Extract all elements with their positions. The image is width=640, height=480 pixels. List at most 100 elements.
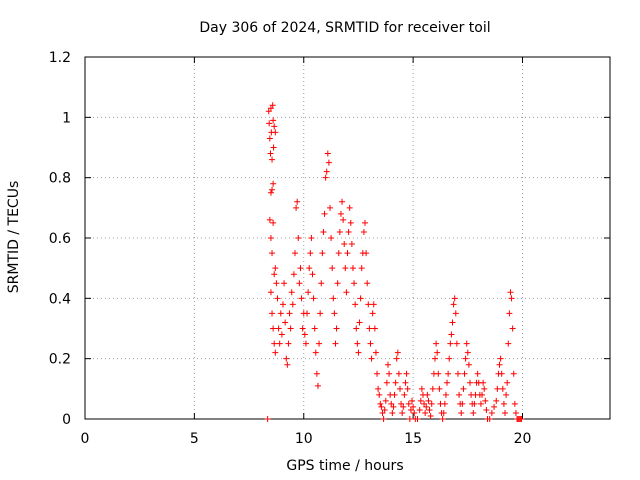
data-point — [390, 403, 397, 410]
data-point — [488, 409, 495, 416]
x-tick-label: 15 — [404, 431, 422, 447]
data-point — [269, 310, 276, 317]
x-tick-label: 5 — [190, 431, 199, 447]
data-point — [269, 250, 276, 257]
data-point — [465, 361, 472, 368]
data-point — [494, 385, 501, 392]
data-point — [446, 355, 453, 362]
grid-layer — [85, 57, 610, 419]
data-point — [282, 319, 289, 326]
x-tick-label: 0 — [81, 431, 90, 447]
data-point — [395, 370, 402, 377]
data-point — [332, 340, 339, 347]
data-point — [362, 219, 368, 226]
data-point — [311, 325, 318, 332]
data-point — [429, 385, 436, 392]
data-point — [389, 409, 396, 416]
data-point — [273, 280, 280, 287]
data-point — [491, 403, 498, 410]
data-point — [388, 400, 395, 407]
data-point — [453, 340, 460, 347]
data-point — [297, 265, 304, 272]
data-point — [333, 325, 340, 332]
data-point — [348, 241, 355, 248]
data-point — [493, 397, 500, 404]
data-point — [302, 340, 309, 347]
data-point — [374, 370, 381, 377]
data-point — [404, 385, 411, 392]
data-point — [459, 400, 466, 407]
data-point — [346, 204, 353, 211]
data-point — [340, 216, 347, 223]
data-point — [270, 144, 277, 151]
y-tick-label: 0.2 — [49, 352, 71, 368]
data-point — [378, 403, 385, 410]
data-point — [352, 301, 359, 308]
data-point — [283, 355, 290, 362]
data-point — [285, 340, 292, 347]
y-axis-label: SRMTID / TECUs — [6, 181, 22, 294]
data-point — [416, 406, 423, 413]
data-point — [503, 391, 510, 398]
data-point — [264, 416, 271, 422]
data-point — [511, 400, 518, 407]
data-point — [312, 349, 319, 356]
data-point — [270, 325, 277, 332]
data-point — [327, 204, 333, 211]
y-tick-label: 0.4 — [49, 291, 71, 307]
data-point — [294, 198, 301, 205]
data-point — [369, 310, 376, 317]
ticks-layer — [84, 56, 610, 420]
data-point — [276, 340, 283, 347]
data-point — [477, 400, 484, 407]
data-point — [445, 370, 452, 377]
data-point — [405, 400, 412, 407]
data-point — [301, 331, 308, 338]
data-point — [345, 228, 352, 235]
data-point — [331, 310, 338, 317]
data-point — [499, 385, 506, 392]
data-point — [363, 250, 370, 257]
data-point — [424, 391, 431, 398]
data-point — [343, 289, 350, 296]
data-point — [358, 265, 365, 272]
data-point — [354, 340, 361, 347]
data-point — [322, 174, 329, 181]
data-point — [500, 400, 507, 407]
data-point — [266, 135, 273, 142]
data-point — [275, 325, 282, 332]
data-point — [427, 412, 434, 419]
data-point — [386, 370, 393, 377]
data-point — [336, 228, 343, 235]
data-point — [450, 301, 457, 308]
data-point — [497, 355, 504, 362]
data-point — [287, 325, 294, 332]
data-point — [510, 370, 517, 377]
data-point — [344, 250, 351, 257]
data-point — [270, 117, 277, 124]
data-point — [461, 370, 468, 377]
data-point — [272, 349, 279, 356]
data-point — [426, 406, 433, 413]
data-point — [391, 391, 398, 398]
data-point — [454, 370, 461, 377]
data-point — [366, 325, 373, 332]
y-tick-label: 1.2 — [49, 50, 71, 66]
data-point — [464, 349, 471, 356]
data-point — [306, 265, 313, 272]
data-point — [356, 319, 363, 326]
data-point — [323, 168, 330, 175]
chart-title: Day 306 of 2024, SRMTID for receiver toi… — [199, 20, 490, 36]
data-point — [267, 105, 274, 112]
data-point — [440, 409, 447, 416]
data-point — [353, 325, 360, 332]
data-point — [375, 385, 382, 392]
data-point — [321, 210, 328, 217]
data-point — [347, 219, 354, 226]
data-point — [463, 340, 470, 347]
data-point — [410, 403, 417, 410]
data-point — [308, 235, 315, 241]
data-point — [400, 403, 407, 410]
data-point — [382, 397, 389, 404]
data-point — [401, 391, 408, 398]
